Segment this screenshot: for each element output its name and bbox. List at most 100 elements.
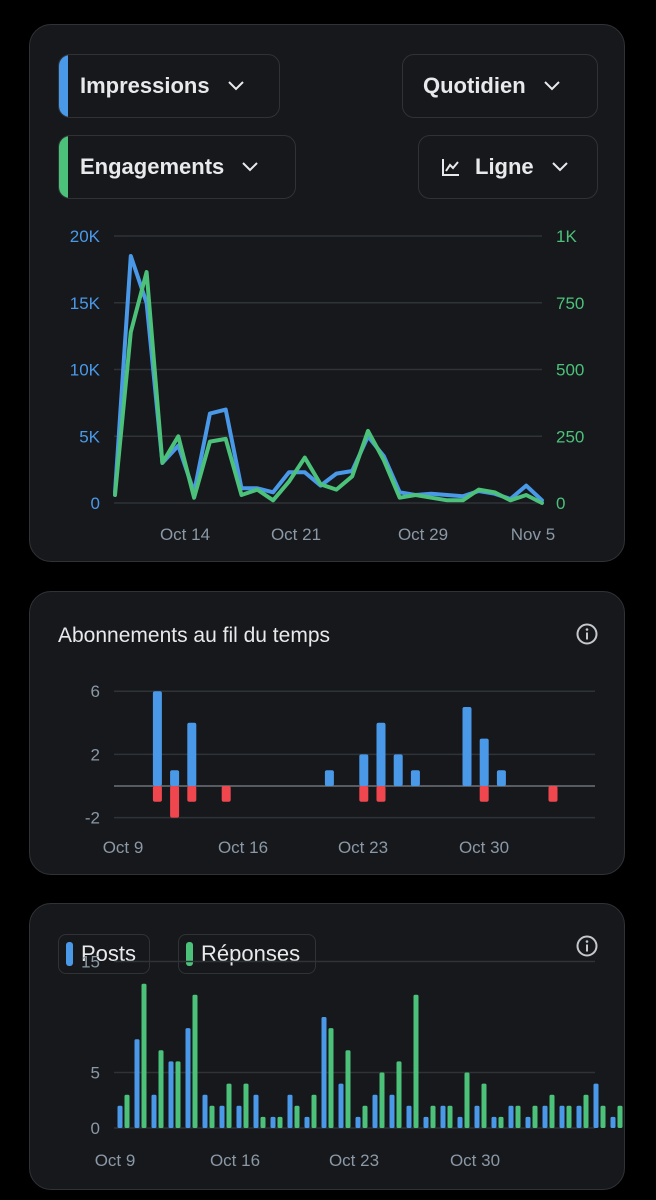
replies-bar [549, 1094, 555, 1128]
replies-bar [158, 1050, 164, 1128]
posts-bar [321, 1017, 327, 1128]
replies-bar [532, 1105, 538, 1128]
chevron-down-icon [242, 162, 258, 172]
posts-bar [559, 1105, 565, 1128]
posts-bar [610, 1116, 616, 1128]
posts-replies-card: Posts Réponses 15 5 0 Oct 9 Oct 16 Oct 23 Oct … [29, 903, 625, 1190]
impressions-line [113, 254, 544, 503]
y-tick-label: 0 [91, 1119, 100, 1138]
replies-bar [345, 1050, 351, 1128]
replies-bar [260, 1116, 266, 1128]
gained-bar [479, 738, 489, 786]
posts-bar [474, 1105, 480, 1128]
replies-bar [124, 1094, 130, 1128]
chart-type-dropdown[interactable]: Ligne [418, 135, 598, 199]
posts-bar [287, 1094, 293, 1128]
replies-bar [464, 1072, 470, 1128]
y-right-tick-label: 0 [556, 494, 565, 513]
metric1-dropdown[interactable]: Impressions [58, 54, 280, 118]
engagements-line [113, 270, 544, 505]
lost-bar [359, 786, 369, 802]
replies-bar [362, 1105, 368, 1128]
posts-bar [508, 1105, 514, 1128]
posts-bar [440, 1105, 446, 1128]
x-tick-label: Oct 29 [398, 525, 448, 544]
metric1-color-bar [59, 55, 68, 117]
x-tick-label: Oct 21 [271, 525, 321, 544]
period-dropdown[interactable]: Quotidien [402, 54, 598, 118]
period-label: Quotidien [423, 73, 526, 98]
metric2-label: Engagements [80, 154, 225, 179]
gained-bar [324, 770, 334, 786]
y-left-tick-label: 5K [79, 427, 100, 446]
replies-bar [277, 1116, 283, 1128]
posts-bar [593, 1083, 599, 1128]
y-right-tick-label: 750 [556, 294, 584, 313]
chart-type-label: Ligne [475, 154, 534, 179]
metric2-dropdown[interactable]: Engagements [58, 135, 296, 199]
y-left-tick-label: 10K [70, 361, 101, 380]
y-tick-label: 15 [81, 953, 100, 972]
posts-bar [117, 1105, 123, 1128]
posts-bar [151, 1094, 157, 1128]
replies-bar [430, 1105, 436, 1128]
posts-bar [423, 1116, 429, 1128]
posts-bar [457, 1116, 463, 1128]
chevron-down-icon [227, 81, 244, 91]
x-tick-label: Oct 30 [450, 1151, 500, 1170]
chevron-down-icon [551, 162, 568, 172]
replies-bar [311, 1094, 317, 1128]
replies-bar [396, 1061, 402, 1128]
replies-bar [583, 1094, 589, 1128]
posts-bar [355, 1116, 361, 1128]
x-tick-label: Oct 23 [338, 838, 388, 857]
y-tick-label: -2 [85, 809, 100, 828]
replies-bar [447, 1105, 453, 1128]
posts-bar [219, 1105, 225, 1128]
posts-bar [542, 1105, 548, 1128]
posts-bar [406, 1105, 412, 1128]
replies-bar [566, 1105, 572, 1128]
posts-bar [202, 1094, 208, 1128]
y-tick-label: 5 [91, 1064, 100, 1083]
info-icon[interactable] [575, 622, 599, 646]
posts-replies-bar-chart: 15 5 0 Oct 9 Oct 16 Oct 23 Oct 30 [81, 953, 623, 1170]
posts-bar [491, 1116, 497, 1128]
y-left-tick-label: 20K [70, 227, 101, 246]
gained-bar [410, 770, 420, 786]
lost-bar [479, 786, 489, 802]
replies-bar [328, 1028, 334, 1128]
posts-bar [525, 1116, 531, 1128]
posts-bar [338, 1083, 344, 1128]
lost-bar [221, 786, 231, 802]
replies-bar [413, 994, 419, 1128]
performance-card: Impressions Quotidien Engagements Ligne … [29, 24, 625, 562]
posts-bar [168, 1061, 174, 1128]
gained-bar [496, 770, 506, 786]
replies-bar [209, 1105, 215, 1128]
replies-bar [243, 1083, 249, 1128]
impressions-engagements-chart: 20K 1K 15K 750 10K 500 5K 250 0 0 Oct 14 Oct 21 Oct … [70, 227, 585, 544]
info-icon[interactable] [575, 934, 599, 958]
lost-bar [187, 786, 197, 802]
x-tick-label: Nov 5 [511, 525, 555, 544]
x-tick-label: Oct 30 [459, 838, 509, 857]
replies-bar [141, 983, 147, 1128]
lost-bar [170, 786, 180, 818]
x-tick-label: Oct 9 [95, 1151, 136, 1170]
y-right-tick-label: 500 [556, 361, 584, 380]
replies-bar [379, 1072, 385, 1128]
gained-bar [359, 754, 369, 786]
y-tick-label: 6 [91, 682, 100, 701]
gained-bar [187, 722, 197, 786]
posts-bar [576, 1105, 582, 1128]
gained-bar [376, 722, 386, 786]
gained-bar [152, 691, 162, 786]
replies-bar [515, 1105, 521, 1128]
posts-bar [134, 1039, 140, 1128]
legend-replies-swatch [186, 942, 193, 966]
lost-bar [548, 786, 558, 802]
posts-bar [389, 1094, 395, 1128]
y-right-tick-label: 250 [556, 427, 584, 446]
